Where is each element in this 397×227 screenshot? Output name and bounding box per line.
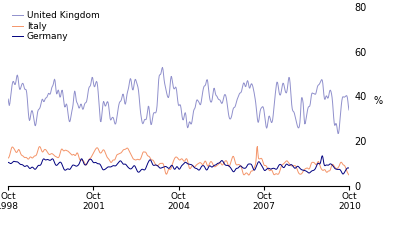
- Legend: United Kingdom, Italy, Germany: United Kingdom, Italy, Germany: [12, 11, 100, 41]
- Line: Germany: Germany: [8, 156, 349, 174]
- Line: United Kingdom: United Kingdom: [8, 67, 349, 133]
- Line: Italy: Italy: [8, 147, 349, 175]
- Y-axis label: %: %: [373, 96, 382, 106]
